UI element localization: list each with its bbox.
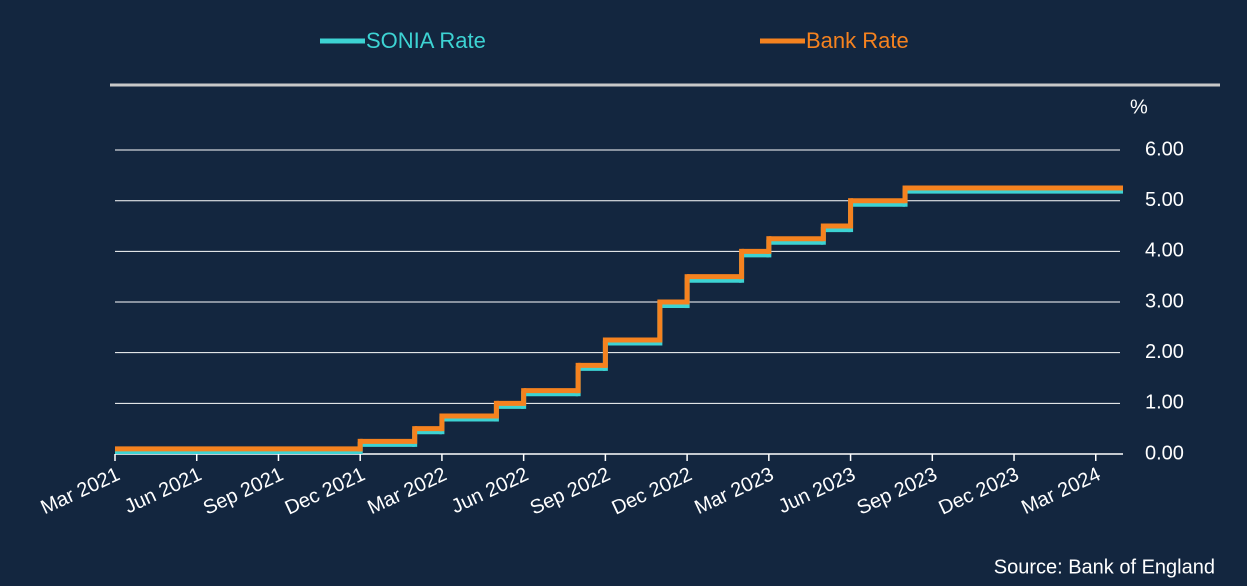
x-tick-label: Mar 2023 <box>691 463 777 519</box>
legend-label: SONIA Rate <box>366 28 486 53</box>
y-tick-label: 6.00 <box>1145 138 1184 160</box>
x-tick-label: Mar 2022 <box>364 463 450 519</box>
legend-label: Bank Rate <box>806 28 909 53</box>
x-tick-label: Sep 2022 <box>527 463 614 519</box>
x-tick-label: Mar 2024 <box>1018 463 1104 519</box>
y-axis-label: % <box>1130 96 1148 118</box>
x-tick-label: Jun 2023 <box>775 463 859 518</box>
x-tick-label: Sep 2023 <box>854 463 941 519</box>
x-tick-label: Dec 2023 <box>935 463 1022 519</box>
x-tick-label: Dec 2022 <box>609 463 696 519</box>
y-tick-label: 3.00 <box>1145 290 1184 312</box>
x-tick-label: Jun 2022 <box>448 463 532 518</box>
y-tick-label: 0.00 <box>1145 442 1184 464</box>
x-tick-label: Dec 2021 <box>282 463 369 519</box>
y-tick-label: 1.00 <box>1145 392 1184 414</box>
source: Source: Bank of England <box>994 556 1215 578</box>
x-tick-label: Sep 2021 <box>200 463 287 519</box>
x-tick-label: Jun 2021 <box>121 463 205 518</box>
y-tick-label: 4.00 <box>1145 240 1184 262</box>
y-tick-label: 2.00 <box>1145 341 1184 363</box>
y-tick-label: 5.00 <box>1145 189 1184 211</box>
x-tick-label: Mar 2021 <box>37 463 123 519</box>
